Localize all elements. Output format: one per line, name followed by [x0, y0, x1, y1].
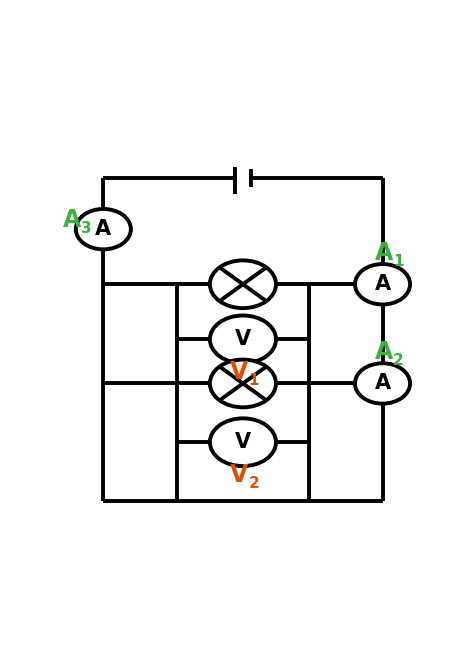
Ellipse shape [355, 364, 410, 404]
Text: A: A [375, 241, 393, 265]
Ellipse shape [210, 315, 276, 364]
Text: V: V [230, 360, 248, 384]
Ellipse shape [355, 264, 410, 304]
Text: 1: 1 [393, 253, 403, 269]
Text: 2: 2 [248, 476, 259, 491]
Text: A: A [63, 208, 81, 232]
Text: 1: 1 [249, 374, 259, 388]
Ellipse shape [76, 209, 131, 249]
Text: V: V [230, 463, 248, 487]
Text: A: A [375, 340, 393, 364]
Text: 3: 3 [81, 220, 91, 236]
Text: 2: 2 [393, 353, 404, 368]
Ellipse shape [210, 260, 276, 308]
Text: A: A [374, 274, 391, 294]
Ellipse shape [210, 360, 276, 407]
Text: V: V [235, 329, 251, 349]
Ellipse shape [210, 419, 276, 466]
Text: V: V [235, 432, 251, 452]
Text: A: A [374, 374, 391, 393]
Text: A: A [95, 219, 111, 239]
